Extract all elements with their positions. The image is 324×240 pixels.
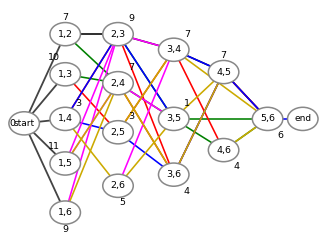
- Text: 1,5: 1,5: [58, 159, 73, 168]
- Circle shape: [158, 107, 189, 131]
- Circle shape: [103, 174, 133, 197]
- Circle shape: [208, 138, 239, 162]
- Circle shape: [50, 63, 80, 86]
- Circle shape: [252, 107, 283, 131]
- Text: 1,4: 1,4: [58, 114, 73, 123]
- Text: 4,5: 4,5: [216, 67, 231, 77]
- Text: end: end: [294, 114, 311, 123]
- Text: 3,6: 3,6: [166, 170, 181, 179]
- Text: 10: 10: [48, 53, 60, 62]
- Circle shape: [50, 23, 80, 46]
- Circle shape: [158, 38, 189, 61]
- Text: 3,4: 3,4: [166, 45, 181, 54]
- Text: 3: 3: [128, 112, 134, 121]
- Circle shape: [9, 112, 40, 135]
- Circle shape: [158, 163, 189, 186]
- Text: 7: 7: [221, 51, 226, 60]
- Circle shape: [50, 201, 80, 224]
- Text: 2,6: 2,6: [110, 181, 125, 190]
- Circle shape: [103, 23, 133, 46]
- Text: 1,6: 1,6: [58, 208, 73, 217]
- Text: 4,6: 4,6: [216, 146, 231, 155]
- Circle shape: [208, 60, 239, 84]
- Text: 0: 0: [9, 119, 16, 128]
- Text: 6: 6: [278, 131, 284, 140]
- Text: 5,6: 5,6: [260, 114, 275, 123]
- Circle shape: [103, 121, 133, 144]
- Text: 9: 9: [128, 14, 134, 23]
- Text: 3,5: 3,5: [166, 114, 181, 123]
- Text: 2,3: 2,3: [110, 30, 126, 39]
- Text: 1,3: 1,3: [58, 70, 73, 79]
- Circle shape: [103, 72, 133, 95]
- Circle shape: [50, 152, 80, 175]
- Text: 7: 7: [128, 63, 134, 72]
- Text: 7: 7: [62, 13, 68, 22]
- Circle shape: [287, 107, 318, 131]
- Text: 2,5: 2,5: [110, 128, 125, 137]
- Text: 1,2: 1,2: [58, 30, 73, 39]
- Text: 3: 3: [75, 99, 81, 108]
- Text: 4: 4: [234, 162, 240, 171]
- Text: 1: 1: [184, 99, 190, 108]
- Circle shape: [50, 107, 80, 131]
- Text: start: start: [14, 119, 35, 128]
- Text: 5: 5: [120, 198, 125, 207]
- Text: 9: 9: [62, 225, 68, 234]
- Text: 7: 7: [184, 30, 190, 39]
- Text: 2,4: 2,4: [110, 79, 125, 88]
- Text: 11: 11: [48, 142, 60, 151]
- Text: 4: 4: [184, 187, 190, 196]
